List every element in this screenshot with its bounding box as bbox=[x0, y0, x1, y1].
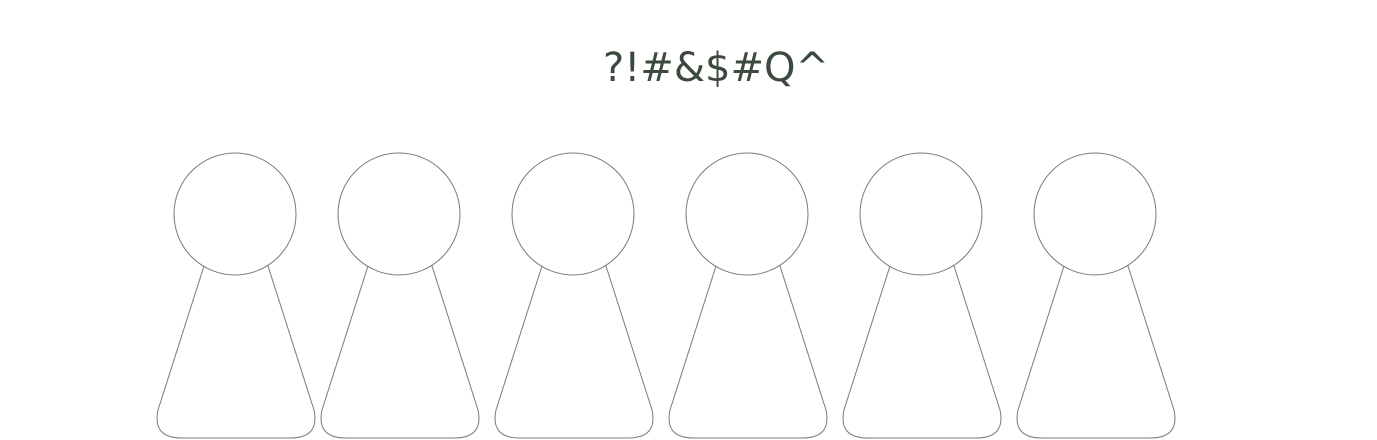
pawn-body bbox=[1016, 265, 1176, 439]
pawn-head bbox=[685, 152, 809, 276]
pawn-head bbox=[1033, 152, 1157, 276]
pawn-body bbox=[156, 265, 316, 439]
pawn-2[interactable] bbox=[320, 152, 480, 439]
pawn-head bbox=[337, 152, 461, 276]
pawn-1[interactable] bbox=[156, 152, 316, 439]
pawn-6[interactable] bbox=[1016, 152, 1176, 439]
puzzle-title: ?!#&$#Q^ bbox=[603, 45, 829, 91]
pawn-5[interactable] bbox=[842, 152, 1002, 439]
pawn-4[interactable] bbox=[668, 152, 828, 439]
pawn-head bbox=[511, 152, 635, 276]
pawn-body bbox=[842, 265, 1002, 439]
pawn-body bbox=[320, 265, 480, 439]
pawn-3[interactable] bbox=[494, 152, 654, 439]
pawn-body bbox=[494, 265, 654, 439]
pawn-head bbox=[173, 152, 297, 276]
pawn-head bbox=[859, 152, 983, 276]
pawn-body bbox=[668, 265, 828, 439]
